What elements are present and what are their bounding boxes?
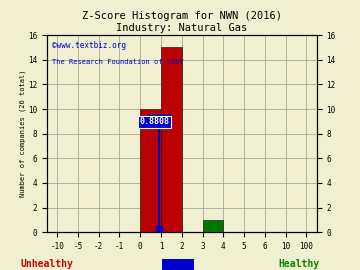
Text: Healthy: Healthy (278, 259, 319, 269)
Bar (161, 48, 182, 232)
Text: 0.8808: 0.8808 (140, 117, 170, 126)
Text: The Research Foundation of SUNY: The Research Foundation of SUNY (52, 59, 184, 65)
Y-axis label: Number of companies (26 total): Number of companies (26 total) (20, 70, 26, 197)
Text: Score: Score (163, 261, 193, 270)
Text: ©www.textbiz.org: ©www.textbiz.org (52, 41, 126, 50)
Text: Unhealthy: Unhealthy (21, 259, 73, 269)
Bar (140, 109, 161, 232)
Bar (203, 220, 223, 232)
Title: Z-Score Histogram for NWN (2016)
Industry: Natural Gas: Z-Score Histogram for NWN (2016) Industr… (82, 11, 282, 33)
